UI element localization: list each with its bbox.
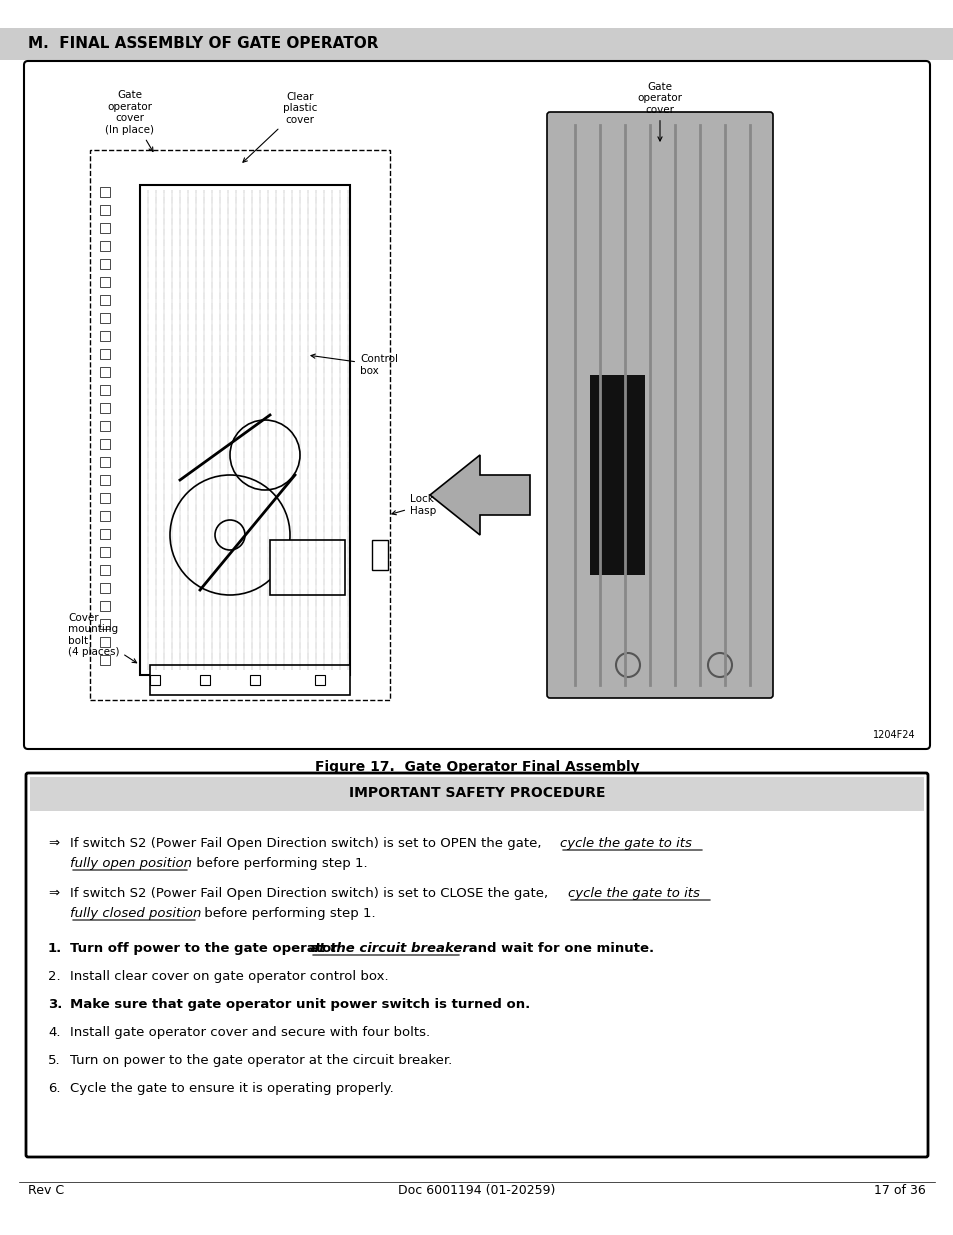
Bar — [100, 475, 110, 485]
Bar — [100, 421, 110, 431]
Text: fully open position: fully open position — [70, 857, 192, 869]
Bar — [100, 295, 110, 305]
Bar — [100, 457, 110, 467]
Text: Turn off power to the gate operator: Turn off power to the gate operator — [70, 942, 342, 955]
Text: Control
box: Control box — [311, 354, 397, 375]
Bar — [270, 540, 345, 595]
Bar — [200, 676, 210, 685]
Text: If switch S2 (Power Fail Open Direction switch) is set to OPEN the gate,: If switch S2 (Power Fail Open Direction … — [70, 837, 545, 850]
Text: at the circuit breaker: at the circuit breaker — [310, 942, 468, 955]
Text: Cover
mounting
bolt
(4 places): Cover mounting bolt (4 places) — [68, 613, 136, 663]
Text: cycle the gate to its: cycle the gate to its — [567, 887, 700, 900]
Bar — [90, 149, 390, 700]
Text: Turn on power to the gate operator at the circuit breaker.: Turn on power to the gate operator at th… — [70, 1053, 452, 1067]
Text: Make sure that gate operator unit power switch is turned on.: Make sure that gate operator unit power … — [70, 998, 530, 1011]
Bar — [100, 259, 110, 269]
Bar — [589, 375, 644, 576]
Text: 4.: 4. — [48, 1026, 60, 1039]
FancyBboxPatch shape — [24, 61, 929, 748]
Polygon shape — [430, 454, 530, 535]
Text: ⇒: ⇒ — [48, 887, 59, 900]
Bar — [100, 547, 110, 557]
Bar — [100, 637, 110, 647]
Text: before performing step 1.: before performing step 1. — [200, 906, 375, 920]
Bar — [100, 367, 110, 377]
Bar — [150, 664, 350, 695]
Bar — [100, 385, 110, 395]
Bar — [100, 601, 110, 611]
Bar — [250, 676, 260, 685]
Text: IMPORTANT SAFETY PROCEDURE: IMPORTANT SAFETY PROCEDURE — [349, 785, 604, 800]
Bar — [100, 186, 110, 198]
Bar — [100, 241, 110, 251]
Text: Clear
plastic
cover: Clear plastic cover — [243, 91, 316, 162]
Text: 1204F24: 1204F24 — [872, 730, 915, 740]
Bar — [100, 583, 110, 593]
Text: 5.: 5. — [48, 1053, 61, 1067]
Bar — [372, 540, 388, 571]
Text: Gate
operator
cover: Gate operator cover — [637, 82, 681, 141]
Bar — [100, 331, 110, 341]
Text: M.  FINAL ASSEMBLY OF GATE OPERATOR: M. FINAL ASSEMBLY OF GATE OPERATOR — [28, 37, 378, 52]
Text: 3.: 3. — [48, 998, 62, 1011]
Bar — [100, 350, 110, 359]
Bar — [100, 438, 110, 450]
Text: Doc 6001194 (01-20259): Doc 6001194 (01-20259) — [398, 1184, 555, 1197]
Text: Lock
Hasp: Lock Hasp — [392, 494, 436, 516]
Text: Rev C: Rev C — [28, 1184, 64, 1197]
Bar — [314, 676, 325, 685]
Text: Install gate operator cover and secure with four bolts.: Install gate operator cover and secure w… — [70, 1026, 430, 1039]
Bar — [100, 511, 110, 521]
Bar — [100, 277, 110, 287]
Text: 1.: 1. — [48, 942, 62, 955]
Text: cycle the gate to its: cycle the gate to its — [559, 837, 691, 850]
Bar — [100, 529, 110, 538]
Text: before performing step 1.: before performing step 1. — [192, 857, 367, 869]
Bar — [30, 777, 923, 811]
Text: Figure 17.  Gate Operator Final Assembly: Figure 17. Gate Operator Final Assembly — [314, 760, 639, 774]
Text: Cycle the gate to ensure it is operating properly.: Cycle the gate to ensure it is operating… — [70, 1082, 394, 1095]
Bar — [100, 493, 110, 503]
Bar — [100, 564, 110, 576]
Text: 17 of 36: 17 of 36 — [873, 1184, 925, 1197]
Text: Gate
operator
cover
(In place): Gate operator cover (In place) — [106, 90, 154, 152]
Bar — [150, 676, 160, 685]
Bar — [100, 403, 110, 412]
Bar — [100, 312, 110, 324]
Text: and wait for one minute.: and wait for one minute. — [463, 942, 654, 955]
Text: fully closed position: fully closed position — [70, 906, 201, 920]
Text: 6.: 6. — [48, 1082, 60, 1095]
FancyBboxPatch shape — [26, 773, 927, 1157]
Bar — [100, 619, 110, 629]
Bar — [0, 28, 953, 61]
FancyBboxPatch shape — [546, 112, 772, 698]
Text: ⇒: ⇒ — [48, 837, 59, 850]
Bar — [100, 224, 110, 233]
Bar — [140, 185, 350, 676]
Bar — [100, 205, 110, 215]
Text: Install clear cover on gate operator control box.: Install clear cover on gate operator con… — [70, 969, 388, 983]
Bar — [100, 655, 110, 664]
Text: If switch S2 (Power Fail Open Direction switch) is set to CLOSE the gate,: If switch S2 (Power Fail Open Direction … — [70, 887, 552, 900]
Text: 2.: 2. — [48, 969, 61, 983]
